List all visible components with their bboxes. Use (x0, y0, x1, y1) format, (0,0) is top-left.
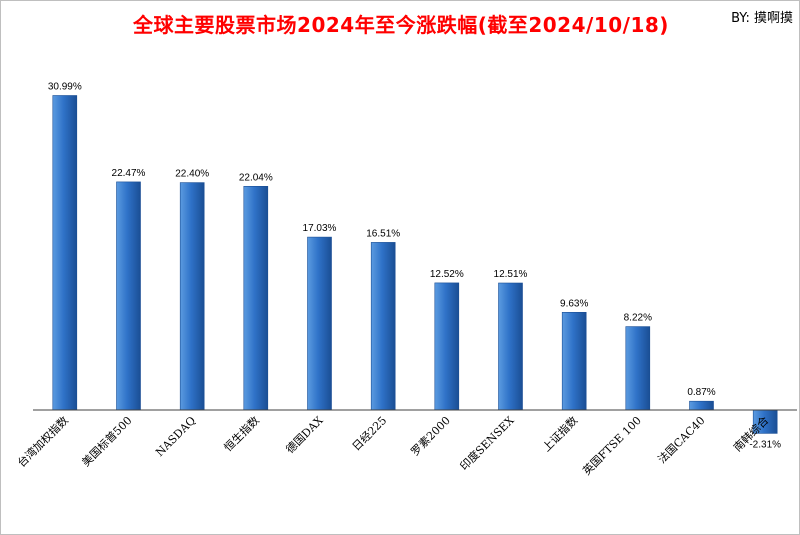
category-label: 上证指数 (539, 413, 580, 454)
bar-value-label: 12.52% (430, 269, 464, 280)
bar-value-label: 0.87% (687, 387, 715, 398)
chart-title: 全球主要股票市场2024年至今涨跌幅(截至2024/10/18) (133, 13, 669, 37)
bar-value-label: 16.51% (366, 228, 400, 239)
bar-value-label: 22.47% (112, 168, 146, 179)
bar (625, 326, 651, 411)
bar (52, 95, 78, 411)
bar-value-label: 22.04% (239, 172, 273, 183)
bar (561, 311, 587, 411)
bar (434, 282, 460, 411)
category-label: 罗素2000 (408, 414, 453, 459)
bar (179, 182, 205, 411)
category-label: 印度SENSEX (457, 413, 517, 473)
bars-group (52, 95, 778, 434)
bar (116, 181, 141, 411)
category-label: 日经225 (350, 414, 390, 454)
bar-value-label: 30.99% (48, 82, 82, 93)
bar-value-label: 17.03% (303, 223, 337, 234)
category-labels-group: 台湾加权指数 美国标普500 NASDAQ 恒生指数 德国DAX 日经225 罗素2000 印… (14, 413, 771, 477)
bar (689, 400, 714, 411)
category-label: 恒生指数 (221, 413, 262, 454)
author-credit: BY: 摸啊摸 (731, 11, 793, 26)
bar-value-label: 22.40% (175, 169, 209, 180)
bar (370, 242, 396, 411)
bar (307, 236, 332, 411)
category-label: 台湾加权指数 (14, 413, 71, 470)
category-label: 法国CAC40 (655, 413, 708, 466)
value-labels-group: 30.99% 22.47% 22.40% 22.04% 17.03% 16.51% 12.5… (48, 82, 781, 451)
category-label: 美国标普500 (79, 413, 135, 469)
bar (498, 282, 523, 411)
bar-value-label: 12.51% (494, 269, 528, 280)
bar-value-label: -2.31% (749, 439, 781, 450)
bar (243, 186, 269, 411)
bar-value-label: 8.22% (624, 313, 652, 324)
category-label: NASDAQ (153, 414, 198, 459)
category-label: 英国FTSE 100 (580, 413, 644, 477)
bar-value-label: 9.63% (560, 298, 588, 309)
category-label: 德国DAX (283, 413, 326, 456)
